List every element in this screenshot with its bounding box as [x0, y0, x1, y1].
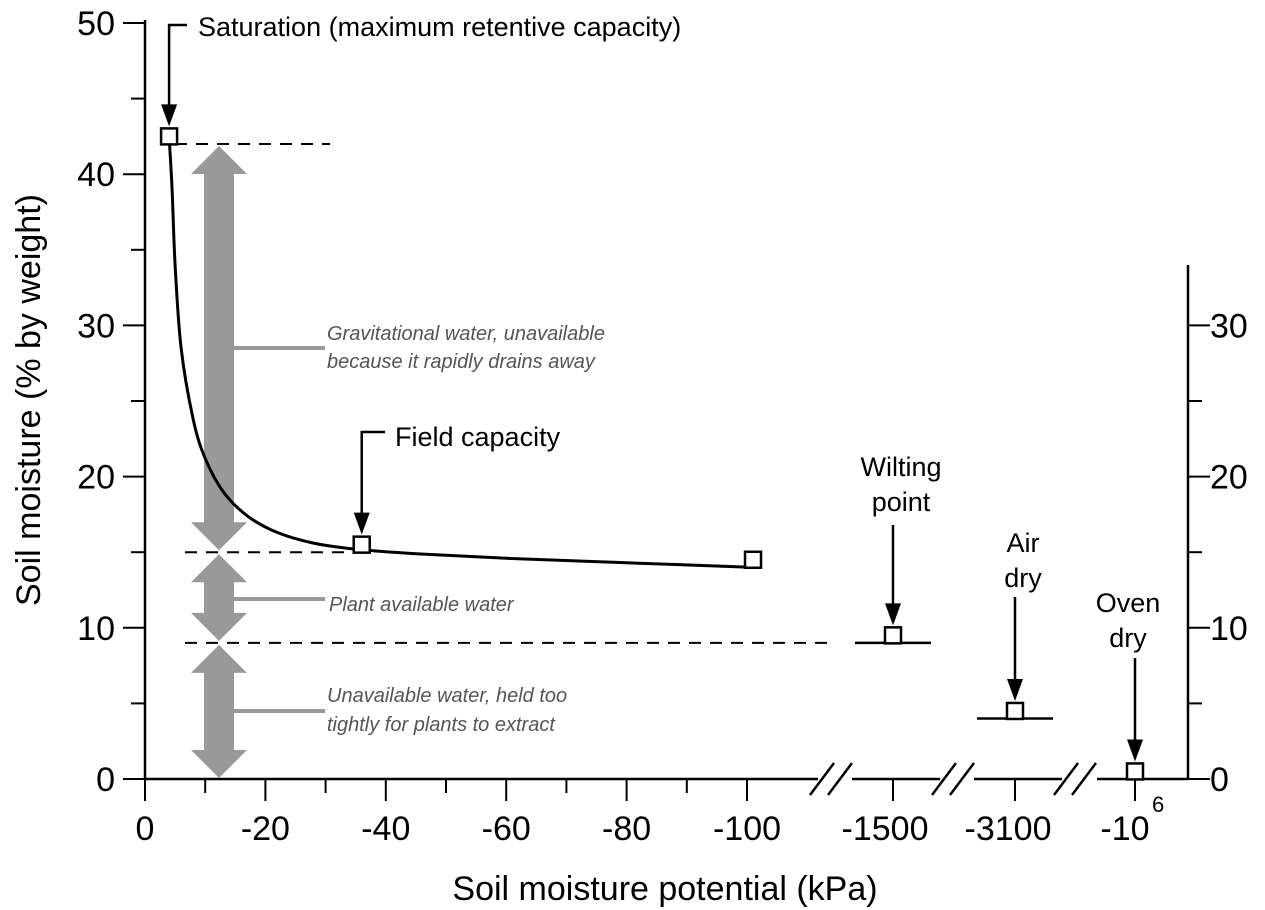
gravitational-water-arrow — [191, 145, 247, 551]
y-tick-label: 20 — [77, 459, 115, 497]
oven-dry-label-line1: Oven — [1096, 588, 1161, 618]
retention-curve-layer — [167, 136, 754, 569]
y-tick-label: 50 — [77, 5, 115, 43]
air-dry-label-line1: Air — [1007, 528, 1040, 558]
x-tick-label: -60 — [482, 810, 531, 848]
retention-curve — [167, 136, 754, 569]
x-axis-break-mark — [931, 762, 957, 796]
y-axis-title: Soil moisture (% by weight) — [10, 194, 48, 606]
field-capacity-arrow — [353, 500, 370, 535]
y-tick-label: 40 — [77, 156, 115, 194]
field-capacity-arrow-elbow — [360, 430, 385, 500]
wilting-point-marker — [883, 626, 903, 645]
field-capacity-arrow-head — [353, 512, 370, 535]
gravitational-water-note-line1: Gravitational water, unavailable — [327, 323, 605, 345]
axes: 0 10 20 30 40 50 0 10 20 30 0 -20 -40 -60 -80 -100 — [77, 5, 1248, 848]
oven-dry-arrow — [1127, 658, 1143, 762]
saturation-arrow-head — [161, 104, 178, 127]
air-dry-label-line2: dry — [1004, 563, 1042, 593]
wilting-point-arrow-head — [885, 603, 901, 626]
saturation-arrow — [161, 95, 178, 127]
y-tick-label: 30 — [77, 307, 115, 345]
plant-available-water-note: Plant available water — [329, 594, 515, 616]
oven-dry-label-line2: dry — [1109, 623, 1147, 653]
oven-point-marker — [1125, 762, 1145, 781]
wilting-point-arrow — [885, 525, 901, 626]
unavailable-water-arrow — [191, 644, 247, 778]
x-tick-label: -20 — [241, 810, 290, 848]
text-labels: Soil moisture potential (kPa) Soil moist… — [10, 12, 1164, 908]
data-point-marker — [743, 550, 763, 570]
y-tick-label: 10 — [77, 610, 115, 648]
data-point-marker — [159, 127, 179, 146]
x-tick-label-wilting: -1500 — [842, 810, 929, 848]
x-axis-break-mark — [809, 762, 835, 796]
x-tick-label-oven-base: -10 — [1100, 810, 1149, 848]
x-tick-label-air-dry: -3100 — [965, 810, 1052, 848]
x-tick-label-oven-exponent: 6 — [1152, 792, 1164, 817]
right-y-tick-label: 0 — [1210, 761, 1229, 799]
air-point-marker — [1005, 701, 1025, 721]
saturation-arrow-elbow — [167, 23, 187, 95]
x-tick-label: 0 — [136, 810, 155, 848]
right-y-tick-label: 20 — [1210, 459, 1248, 497]
plant-available-water-arrow — [191, 554, 247, 641]
x-tick-label: -40 — [361, 810, 410, 848]
field-capacity-label: Field capacity — [395, 422, 561, 452]
oven-dry-arrow-head — [1127, 739, 1143, 762]
right-y-tick-label: 30 — [1210, 307, 1248, 345]
wilting-point-label-line2: point — [872, 487, 931, 517]
unavailable-water-note-line1: Unavailable water, held too — [327, 685, 567, 707]
water-band-arrows — [191, 145, 325, 778]
point-markers — [159, 127, 1145, 781]
right-y-tick-label: 10 — [1210, 610, 1248, 648]
unavailable-water-note-line2: tightly for plants to extract — [327, 714, 556, 736]
x-axis-break-mark — [1053, 762, 1079, 796]
guide-lines — [175, 142, 830, 644]
saturation-label: Saturation (maximum retentive capacity) — [198, 12, 681, 42]
x-axis-title: Soil moisture potential (kPa) — [452, 870, 877, 908]
air-dry-arrow-head — [1007, 678, 1023, 701]
data-point-marker — [352, 535, 371, 554]
x-axis-break-mark — [827, 762, 853, 796]
x-tick-label: -100 — [713, 810, 781, 848]
air-dry-arrow — [1007, 597, 1023, 701]
wilting-point-label-line1: Wilting — [860, 452, 941, 482]
x-tick-label: -80 — [602, 810, 651, 848]
x-axis-break-mark — [1071, 762, 1097, 796]
x-axis-break-mark — [949, 762, 975, 796]
gravitational-water-note-line2: because it rapidly drains away — [327, 351, 596, 373]
y-tick-label: 0 — [96, 761, 115, 799]
